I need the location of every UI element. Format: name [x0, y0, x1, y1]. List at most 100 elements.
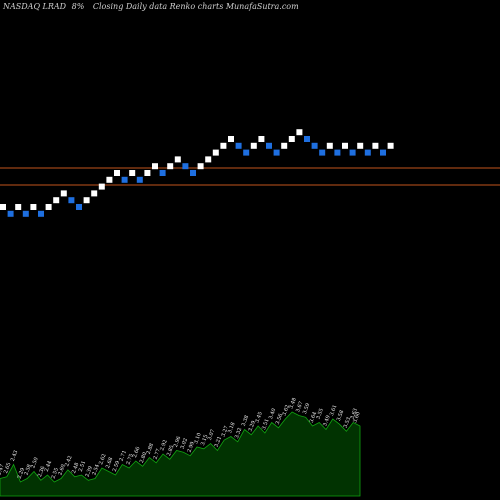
volume-label: 2.36 — [37, 465, 46, 478]
renko-brick-up — [220, 142, 227, 149]
volume-label: 2.42 — [64, 455, 73, 468]
reference-lines — [0, 167, 500, 186]
volume-label: 2.62 — [98, 453, 107, 466]
volume-label: 2.59 — [112, 460, 121, 473]
volume-label: 2.68 — [105, 457, 114, 470]
volume-label: 3.58 — [336, 409, 345, 422]
renko-brick-down — [68, 197, 75, 204]
volume-label: 3.10 — [193, 432, 202, 445]
renko-brick-down — [349, 149, 356, 156]
renko-brick-down — [182, 163, 189, 170]
renko-brick-up — [387, 142, 394, 149]
volume-label: 3.49 — [322, 415, 331, 428]
volume-label: 2.51 — [78, 460, 87, 473]
renko-brick-up — [83, 197, 90, 204]
renko-brick-up — [0, 204, 6, 210]
renko-brick-up — [281, 142, 288, 149]
volume-label: 3.59 — [302, 402, 311, 415]
volume-label: 3.02 — [180, 437, 189, 450]
volume-label: 3.40 — [268, 408, 277, 421]
volume-polygon — [0, 411, 361, 497]
renko-brick-down — [76, 204, 82, 210]
volume-label: 2.75 — [125, 453, 134, 466]
volume-labels: 2.472.652.43 2.292.582.502.362.442.552.60… — [0, 397, 362, 480]
volume-label: 2.60 — [57, 464, 66, 477]
renko-brick-down — [319, 149, 326, 156]
volume-label: 2.65 — [3, 462, 12, 475]
volume-label: 2.54 — [91, 464, 100, 477]
renko-brick-down — [334, 149, 341, 156]
ticker-label: NASDAQ LRAD — [2, 2, 67, 11]
renko-brick-up — [296, 129, 303, 136]
volume-label: 3.64 — [309, 411, 318, 424]
renko-brick-up — [91, 190, 98, 197]
volume-label: 3.51 — [261, 418, 270, 431]
renko-brick-up — [45, 204, 52, 210]
volume-label: 2.99 — [186, 441, 195, 454]
volume-label: 3.53 — [343, 416, 352, 429]
volume-label: 2.66 — [132, 446, 141, 459]
volume-label: 3.15 — [200, 434, 209, 447]
renko-bricks — [0, 129, 394, 217]
volume-label: 3.29 — [248, 420, 257, 433]
volume-label: 3.55 — [315, 408, 324, 421]
renko-brick-up — [342, 142, 348, 149]
renko-brick-up — [326, 142, 333, 149]
renko-brick-up — [372, 142, 379, 149]
volume-label: 3.48 — [288, 397, 297, 410]
volume-label: 2.48 — [71, 462, 80, 475]
renko-brick-up — [60, 190, 67, 197]
volume-label: 3.63 — [349, 408, 358, 421]
renko-brick-up — [205, 156, 212, 163]
renko-brick-up — [288, 136, 295, 142]
renko-brick-down — [7, 210, 14, 217]
chart-header: NASDAQ LRAD 8% Closing Daily data Renko … — [2, 2, 299, 11]
renko-brick-up — [174, 156, 181, 163]
volume-label: 3.21 — [214, 436, 223, 449]
volume-label: 3.67 — [295, 401, 304, 414]
volume-label: 2.43 — [10, 450, 19, 463]
volume-label: 2.92 — [159, 439, 168, 452]
renko-brick-up — [357, 142, 364, 149]
volume-label: 2.77 — [152, 448, 161, 461]
volume-label: 2.80 — [139, 451, 148, 464]
renko-brick-down — [243, 149, 250, 156]
renko-brick-up — [228, 136, 234, 142]
renko-brick-up — [152, 163, 158, 170]
renko-brick-up — [30, 204, 37, 210]
volume-label: 2.29 — [17, 467, 26, 480]
volume-label: 3.18 — [227, 422, 236, 435]
volume-label: 3.27 — [220, 425, 229, 438]
volume-label: 2.58 — [23, 464, 32, 477]
volume-label: 3.61 — [329, 404, 338, 417]
renko-brick-up — [258, 136, 265, 142]
volume-label: 2.85 — [166, 444, 175, 457]
renko-brick-down — [190, 170, 196, 176]
renko-brick-up — [98, 183, 105, 190]
volume-label: 2.55 — [51, 467, 60, 480]
renko-brick-up — [144, 170, 151, 176]
volume-label: 2.88 — [146, 443, 155, 456]
volume-label: 3.38 — [241, 415, 250, 428]
renko-brick-up — [250, 142, 257, 149]
renko-brick-down — [136, 176, 143, 183]
renko-brick-up — [114, 170, 120, 176]
renko-brick-up — [212, 149, 219, 156]
renko-brick-down — [159, 170, 166, 176]
renko-brick-down — [121, 176, 128, 183]
caption-label: Closing Daily data Renko charts MunafaSu… — [93, 2, 299, 11]
volume-label: 2.71 — [119, 450, 128, 463]
change-label: 8% — [72, 2, 85, 11]
renko-brick-down — [235, 142, 242, 149]
renko-brick-up — [15, 204, 22, 210]
volume-label: 3.07 — [207, 429, 216, 442]
volume-label: 3.56 — [275, 413, 284, 426]
renko-brick-down — [311, 142, 318, 149]
volume-label: 3.32 — [234, 427, 243, 440]
volume-label: 2.44 — [44, 460, 53, 473]
volume-label: 3.62 — [282, 404, 291, 417]
renko-brick-down — [22, 210, 29, 217]
renko-brick-up — [167, 163, 174, 170]
